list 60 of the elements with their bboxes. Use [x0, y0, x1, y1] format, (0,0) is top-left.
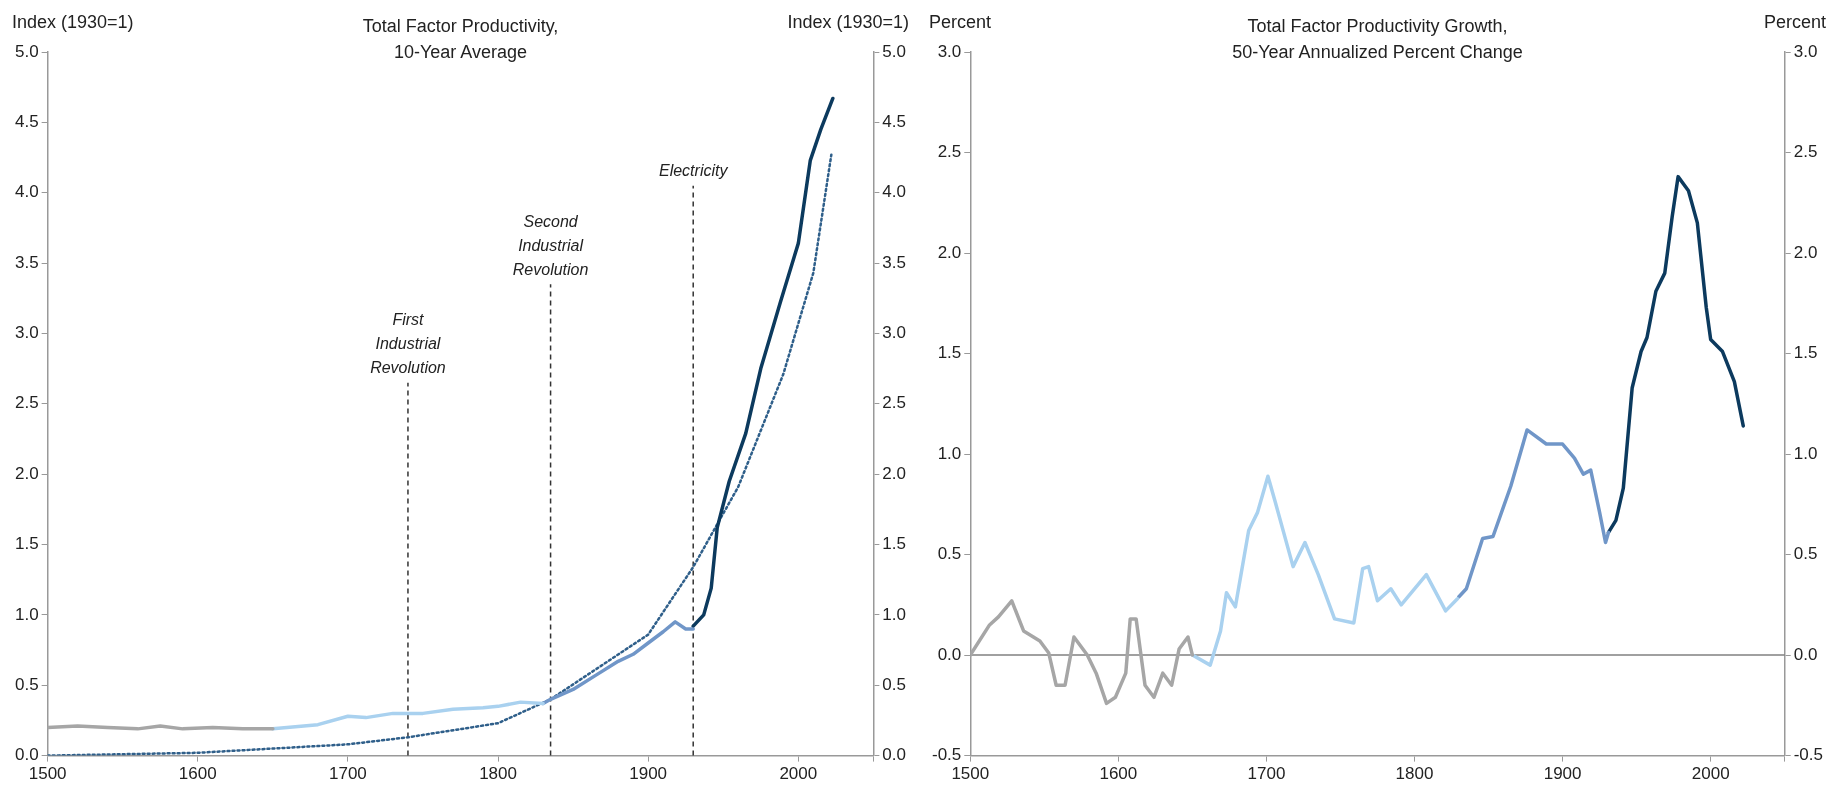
y2-tick-label: 0.5 [1793, 544, 1818, 564]
y2-tick-label: 2.0 [1793, 242, 1818, 262]
y2-tick-label: 3.0 [1793, 41, 1818, 61]
x-tick-label: 1500 [951, 764, 990, 784]
x-tick-label: 1600 [178, 764, 217, 784]
y2-tick-label: 2.5 [882, 393, 907, 413]
y2-tick-label: 1.5 [882, 534, 907, 554]
x-tick-label: 1700 [1247, 764, 1286, 784]
y-tick-label: 1.0 [14, 604, 39, 624]
y-tick-label: 2.0 [14, 463, 39, 483]
y-tick-label: 0.0 [937, 644, 962, 664]
y2-tick-label: 4.0 [882, 182, 907, 202]
y-tick-label: 2.0 [937, 242, 962, 262]
y2-tick-label: 5.0 [882, 41, 907, 61]
y2-tick-label: 0.0 [1793, 644, 1818, 664]
y-tick-label: 1.5 [14, 534, 39, 554]
y-tick-label: 3.0 [14, 323, 39, 343]
y-tick-label: 0.5 [937, 544, 962, 564]
y-tick-label: 4.0 [14, 182, 39, 202]
y2-tick-label: 3.5 [882, 252, 907, 272]
x-tick-label: 1700 [328, 764, 367, 784]
ref-line-label: Electricity [658, 162, 729, 180]
x-tick-label: 1900 [629, 764, 668, 784]
y2-tick-label: 2.0 [882, 463, 907, 483]
ref-line-label: Second Industrial Revolution [512, 212, 589, 278]
y2-tick-label: 4.5 [882, 112, 907, 132]
y-tick-label: 3.5 [14, 252, 39, 272]
y-tick-label: 2.5 [14, 393, 39, 413]
y2-axis-title: Percent [1763, 11, 1826, 32]
y2-tick-label: 3.0 [882, 323, 907, 343]
y2-tick-label: -0.5 [1793, 745, 1823, 765]
y-tick-label: -0.5 [932, 745, 962, 765]
y2-axis-title: Index (1930=1) [787, 11, 909, 32]
x-tick-label: 1500 [28, 764, 67, 784]
y-tick-label: 0.5 [14, 674, 39, 694]
x-tick-label: 1600 [1099, 764, 1138, 784]
y2-tick-label: 1.0 [882, 604, 907, 624]
x-tick-label: 1900 [1543, 764, 1582, 784]
y-tick-label: 5.0 [14, 41, 39, 61]
y2-tick-label: 2.5 [1793, 142, 1818, 162]
y-tick-label: 4.5 [14, 112, 39, 132]
x-tick-label: 2000 [1691, 764, 1730, 784]
x-tick-label: 1800 [1395, 764, 1434, 784]
y-axis-title: Percent [929, 11, 992, 32]
y2-tick-label: 1.0 [1793, 443, 1818, 463]
y-tick-label: 1.5 [937, 343, 962, 363]
x-tick-label: 2000 [779, 764, 818, 784]
line-series [47, 153, 833, 756]
y-tick-label: 0.0 [14, 745, 39, 765]
y-tick-label: 2.5 [937, 142, 962, 162]
y-tick-label: 1.0 [937, 443, 962, 463]
y2-tick-label: 0.5 [882, 674, 907, 694]
x-tick-label: 1800 [479, 764, 517, 784]
chart-title: Total Factor Productivity, 10-Year Average [362, 15, 559, 62]
ref-line-label: First Industrial Revolution [370, 311, 446, 377]
y2-tick-label: 0.0 [882, 745, 907, 765]
y2-tick-label: 1.5 [1793, 343, 1818, 363]
chart-title: Total Factor Productivity Growth, 50-Year Annualized Percent Change [1232, 15, 1523, 62]
y-tick-label: 3.0 [937, 41, 962, 61]
y-axis-title: Index (1930=1) [12, 11, 134, 32]
